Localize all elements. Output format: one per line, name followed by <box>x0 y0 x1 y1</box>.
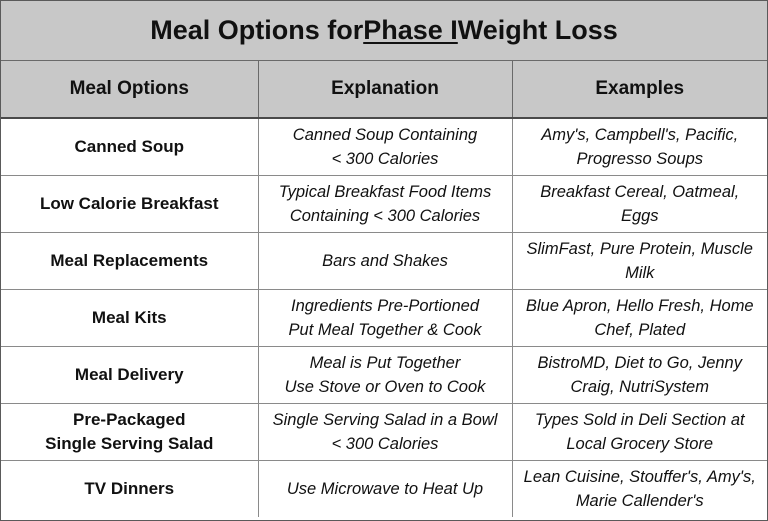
meal-option-cell-line: Meal Kits <box>91 308 167 327</box>
title-suffix: Weight Loss <box>457 15 618 45</box>
table-row: Meal Kits Ingredients Pre-Portioned Put Me… <box>1 289 767 347</box>
explanation-cell-line: Typical Breakfast Food Items <box>278 183 492 201</box>
meal-option-cell: TV Dinners <box>1 460 259 517</box>
table-row: Meal Delivery Meal is Put Together Use Sto… <box>1 346 767 404</box>
examples-cell: Types Sold in Deli Section at Local Groce… <box>512 403 767 461</box>
explanation-cell: Ingredients Pre-Portioned Put Meal Togeth… <box>258 289 513 347</box>
examples-cell: BistroMD, Diet to Go, Jenny Craig, NutriS… <box>512 346 767 404</box>
examples-cell-line: Chef, Plated <box>594 321 686 339</box>
meal-option-cell-line: Canned Soup <box>74 137 185 156</box>
table-row: Pre-Packaged Single Serving Salad Single S… <box>1 403 767 461</box>
title-phase: Phase I <box>363 15 458 45</box>
examples-cell-line: Breakfast Cereal, Oatmeal, <box>540 183 740 201</box>
explanation-cell: Typical Breakfast Food Items Containing <… <box>258 175 513 233</box>
explanation-cell: Single Serving Salad in a Bowl < 300 Calo… <box>258 403 513 461</box>
meal-option-cell: Canned Soup <box>1 118 259 176</box>
explanation-cell-line: Use Microwave to Heat Up <box>286 480 484 498</box>
meal-option-cell-line: Meal Replacements <box>50 251 209 270</box>
explanation-cell-line: Canned Soup Containing <box>292 126 478 144</box>
explanation-cell: Bars and Shakes <box>258 232 513 290</box>
meal-options-table: Meal Options Explanation Examples Canned… <box>1 61 767 517</box>
explanation-cell-line: Bars and Shakes <box>322 252 448 270</box>
meal-option-cell-line: Meal Delivery <box>74 365 184 384</box>
examples-cell-line: Eggs <box>620 207 659 225</box>
header-explanation: Explanation <box>258 61 513 119</box>
explanation-cell-line: < 300 Calories <box>331 435 439 453</box>
meal-option-cell-line: Low Calorie Breakfast <box>39 194 219 213</box>
examples-cell-line: Progresso Soups <box>576 150 704 168</box>
explanation-cell-line: Put Meal Together & Cook <box>288 321 482 339</box>
meal-option-cell: Meal Delivery <box>1 346 259 404</box>
table-body: Canned Soup Canned Soup Containing < 300 C… <box>1 118 767 517</box>
table-row: Low Calorie Breakfast Typical Breakfast F… <box>1 175 767 233</box>
explanation-cell-line: Single Serving Salad in a Bowl <box>272 411 498 429</box>
examples-cell: Amy's, Campbell's, Pacific, Progresso Sou… <box>512 118 767 176</box>
examples-cell: Lean Cuisine, Stouffer's, Amy's, Marie Ca… <box>512 461 767 518</box>
meal-option-cell: Meal Kits <box>1 289 259 347</box>
examples-cell: SlimFast, Pure Protein, Muscle Milk <box>512 232 767 290</box>
meal-option-cell-line: Single Serving Salad <box>45 434 214 453</box>
explanation-cell-line: Containing < 300 Calories <box>289 207 481 225</box>
header-row: Meal Options Explanation Examples <box>1 61 767 119</box>
explanation-cell-line: < 300 Calories <box>331 150 439 168</box>
meal-option-cell: Pre-Packaged Single Serving Salad <box>1 403 259 461</box>
examples-cell: Breakfast Cereal, Oatmeal, Eggs <box>512 175 767 233</box>
header-examples: Examples <box>512 61 767 119</box>
examples-cell-line: Lean Cuisine, Stouffer's, Amy's, <box>523 468 756 486</box>
explanation-cell: Use Microwave to Heat Up <box>258 460 513 517</box>
examples-cell-line: Amy's, Campbell's, Pacific, <box>541 126 739 144</box>
table-row: Meal Replacements Bars and Shakes SlimFast… <box>1 232 767 290</box>
title-prefix: Meal Options for <box>150 15 364 45</box>
explanation-cell-line: Meal is Put Together <box>309 354 461 372</box>
examples-cell-line: Local Grocery Store <box>566 435 714 453</box>
examples-cell-line: Milk <box>625 264 655 282</box>
explanation-cell-line: Use Stove or Oven to Cook <box>284 378 486 396</box>
meal-option-cell-line: TV Dinners <box>84 479 175 498</box>
table-row: TV Dinners Use Microwave to Heat Up Lean C… <box>1 460 767 518</box>
examples-cell-line: Marie Callender's <box>575 492 704 510</box>
meal-option-cell: Meal Replacements <box>1 232 259 290</box>
examples-cell: Blue Apron, Hello Fresh, Home Chef, Plate… <box>512 289 767 347</box>
explanation-cell: Canned Soup Containing < 300 Calories <box>258 118 513 176</box>
meal-option-cell-line: Pre-Packaged <box>73 410 186 429</box>
header-meal-options: Meal Options <box>1 61 259 119</box>
examples-cell-line: Craig, NutriSystem <box>570 378 709 396</box>
table-row: Canned Soup Canned Soup Containing < 300 C… <box>1 118 767 176</box>
table-title: Meal Options for Phase I Weight Loss <box>1 1 767 61</box>
examples-cell-line: SlimFast, Pure Protein, Muscle <box>526 240 754 258</box>
explanation-cell: Meal is Put Together Use Stove or Oven to… <box>258 346 513 404</box>
examples-cell-line: Types Sold in Deli Section at <box>534 411 745 429</box>
meal-option-cell: Low Calorie Breakfast <box>1 175 259 233</box>
explanation-cell-line: Ingredients Pre-Portioned <box>290 297 480 315</box>
examples-cell-line: Blue Apron, Hello Fresh, Home <box>525 297 754 315</box>
examples-cell-line: BistroMD, Diet to Go, Jenny <box>537 354 743 372</box>
